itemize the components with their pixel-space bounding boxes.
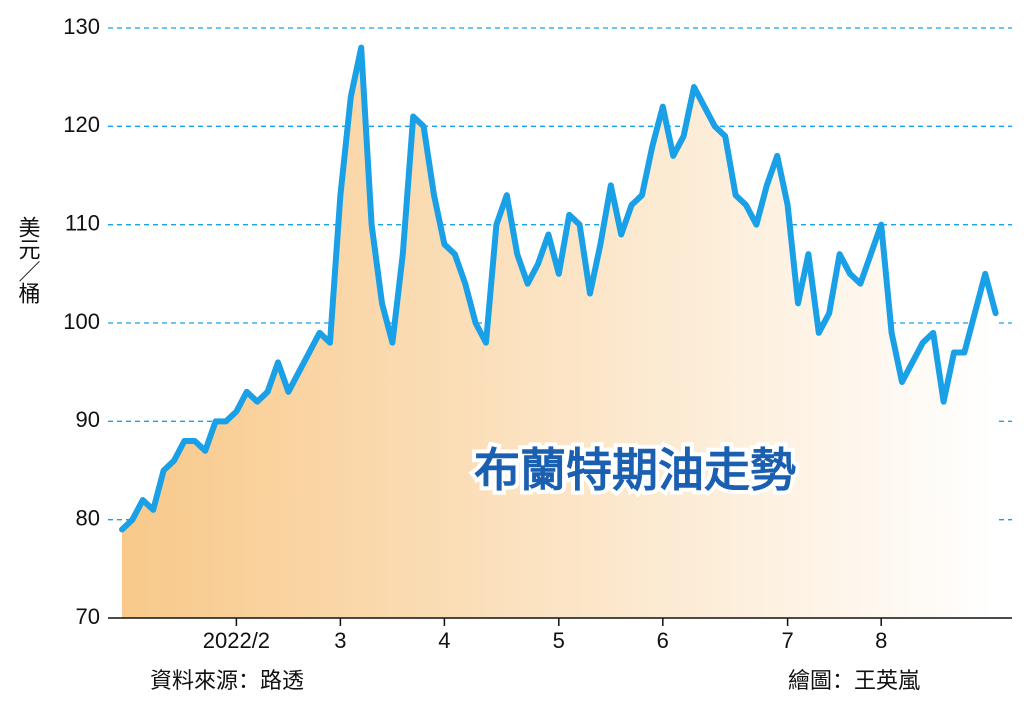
y-tick-label: 90 bbox=[76, 407, 100, 432]
x-tick-label: 7 bbox=[781, 628, 793, 653]
chart-title: 布蘭特期油走勢 bbox=[474, 444, 796, 496]
x-tick-label: 6 bbox=[657, 628, 669, 653]
y-tick-label: 100 bbox=[63, 309, 100, 334]
area bbox=[122, 47, 996, 618]
y-tick-label: 70 bbox=[76, 604, 100, 629]
y-tick-label: 120 bbox=[63, 112, 100, 137]
y-tick-label: 130 bbox=[63, 14, 100, 39]
x-tick-label: 4 bbox=[438, 628, 450, 653]
x-tick-label: 8 bbox=[875, 628, 887, 653]
source-note: 資料來源：路透 bbox=[150, 668, 304, 693]
credit-note: 繪圖：王英嵐 bbox=[788, 668, 920, 693]
y-axis-label: 美元／桶 bbox=[16, 216, 41, 304]
x-tick-label: 2022/2 bbox=[203, 628, 270, 653]
x-tick-label: 5 bbox=[553, 628, 565, 653]
y-tick-label: 110 bbox=[65, 210, 100, 235]
x-tick-label: 3 bbox=[334, 628, 346, 653]
line bbox=[119, 44, 999, 533]
y-tick-label: 80 bbox=[76, 505, 100, 530]
